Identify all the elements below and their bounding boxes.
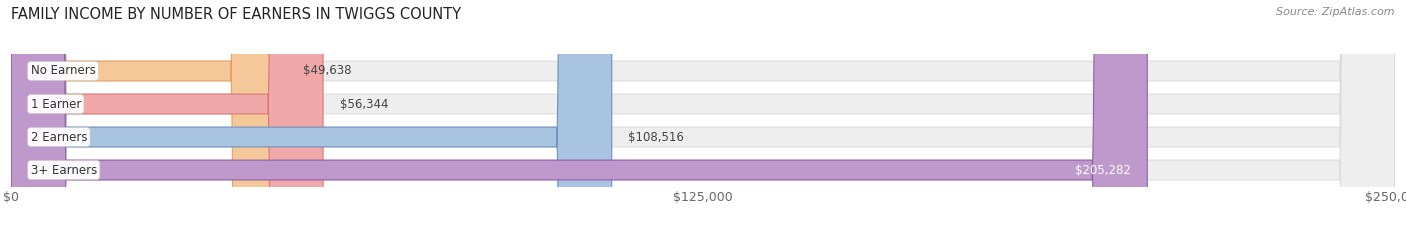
Text: $49,638: $49,638 xyxy=(302,65,352,77)
FancyBboxPatch shape xyxy=(11,0,1395,234)
Text: $108,516: $108,516 xyxy=(628,131,685,143)
Text: Source: ZipAtlas.com: Source: ZipAtlas.com xyxy=(1277,7,1395,17)
FancyBboxPatch shape xyxy=(11,0,612,234)
FancyBboxPatch shape xyxy=(11,0,1395,234)
Text: 3+ Earners: 3+ Earners xyxy=(31,164,97,176)
FancyBboxPatch shape xyxy=(11,0,285,234)
FancyBboxPatch shape xyxy=(11,0,1147,234)
Text: $205,282: $205,282 xyxy=(1074,164,1130,176)
FancyBboxPatch shape xyxy=(11,0,323,234)
FancyBboxPatch shape xyxy=(11,0,1395,234)
Text: FAMILY INCOME BY NUMBER OF EARNERS IN TWIGGS COUNTY: FAMILY INCOME BY NUMBER OF EARNERS IN TW… xyxy=(11,7,461,22)
Text: No Earners: No Earners xyxy=(31,65,96,77)
Text: 2 Earners: 2 Earners xyxy=(31,131,87,143)
Text: $56,344: $56,344 xyxy=(340,98,388,110)
FancyBboxPatch shape xyxy=(11,0,1395,234)
Text: 1 Earner: 1 Earner xyxy=(31,98,82,110)
